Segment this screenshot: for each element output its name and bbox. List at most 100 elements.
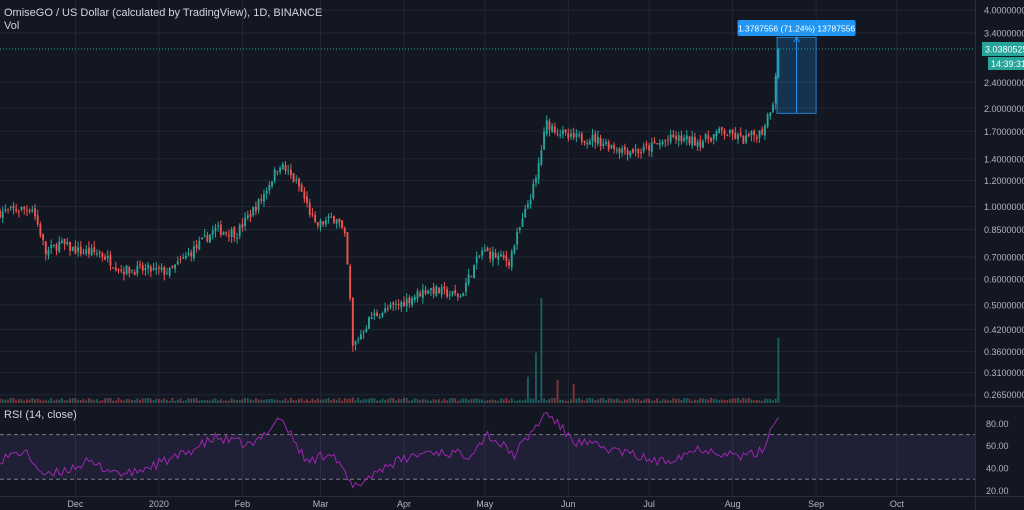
volume-bar (122, 400, 125, 403)
candle-body (413, 296, 416, 301)
candle-body (728, 129, 731, 133)
price-tick-label: 1.4000000 (984, 154, 1024, 164)
candle-body (370, 317, 373, 320)
candle-body (634, 149, 637, 151)
candle-body (424, 290, 427, 294)
volume-bar (260, 399, 263, 403)
measure-tool[interactable]: 1.3787556 (71.24%) 13787556 (737, 20, 856, 114)
candle-body (201, 237, 203, 240)
volume-bar (508, 400, 510, 403)
candle-body (397, 304, 400, 306)
volume-bar (710, 397, 712, 403)
volume-bar (233, 399, 236, 403)
volume-bar (403, 397, 405, 403)
candle-body (50, 245, 53, 249)
volume-bar (494, 399, 497, 403)
volume-bar (516, 400, 519, 403)
candle-body (559, 134, 562, 136)
candle-body (623, 146, 626, 151)
volume-bar (438, 399, 440, 403)
candle-body (279, 168, 282, 172)
volume-bar (462, 398, 465, 403)
candle-body (330, 216, 333, 218)
volume-bar (758, 400, 761, 403)
volume-bar (292, 399, 295, 403)
volume-bar (268, 399, 271, 403)
price-tick-label: 0.7000000 (984, 253, 1024, 263)
candle-body (489, 251, 492, 259)
candle-body (580, 133, 583, 142)
volume-bar (650, 400, 653, 403)
volume-bar (254, 398, 257, 403)
candle-body (526, 204, 529, 208)
price-tick-label: 0.2650000 (984, 390, 1024, 400)
candle-body (731, 129, 734, 135)
volume-bar (98, 400, 101, 403)
volume-bar (626, 399, 629, 403)
candle-body (114, 267, 117, 271)
candle-body (742, 135, 745, 144)
volume-bar (349, 398, 352, 403)
volume-bar (319, 399, 322, 403)
price-candles[interactable] (0, 47, 975, 352)
candle-body (206, 235, 209, 242)
candle-body (672, 134, 675, 138)
candle-body (591, 134, 594, 141)
candle-body (747, 133, 750, 137)
candle-body (362, 332, 365, 334)
candle-body (15, 209, 18, 212)
price-tick-label: 0.3100000 (984, 368, 1024, 378)
volume-bar (69, 398, 71, 403)
candle-body (446, 288, 449, 297)
volume-bar (497, 400, 500, 403)
volume-bar (265, 399, 268, 403)
candle-body (44, 241, 47, 254)
candle-body (667, 139, 669, 141)
candle-body (263, 193, 265, 202)
volume-bar (521, 400, 524, 403)
candle-body (556, 133, 559, 135)
candle-body (497, 255, 500, 260)
candle-body (7, 208, 10, 210)
volume-bar (273, 399, 276, 403)
volume-bar (300, 398, 303, 403)
price-axis[interactable]: 4.0000000 3.4000000 2.4000000 2.0000000 1.70… (982, 6, 1024, 496)
candle-body (300, 184, 303, 192)
candle-body (470, 276, 473, 278)
candle-body (28, 210, 31, 212)
time-axis[interactable]: Dec 2020 Feb Mar Apr May Jun Jul Aug Sep Oct (67, 499, 904, 509)
rsi-panel[interactable] (0, 411, 975, 489)
candle-body (761, 129, 764, 135)
volume-bar (631, 398, 634, 403)
candle-body (168, 267, 171, 276)
candle-body (661, 141, 664, 145)
volume-bar (44, 400, 47, 403)
time-tick-label: Feb (235, 499, 251, 509)
candle-body (163, 267, 166, 275)
candle-body (157, 267, 160, 269)
volume-bar (365, 399, 368, 403)
candle-body (734, 132, 737, 139)
volume-bar (351, 397, 354, 403)
candle-body (1, 211, 4, 219)
volume-bar (20, 399, 23, 403)
volume-bar (120, 399, 123, 403)
volume-bar (238, 399, 241, 403)
volume-bar (12, 398, 15, 403)
volume-bar (298, 398, 300, 403)
candle-body (411, 298, 414, 305)
candle-body (47, 249, 50, 256)
candle-body (319, 220, 322, 228)
volume-bar (443, 398, 446, 403)
candle-body (642, 146, 645, 152)
volume-bar (50, 398, 53, 403)
candle-body (629, 151, 632, 156)
candle-body (273, 169, 276, 181)
volume-bar (128, 399, 131, 403)
volume-bar (109, 398, 112, 403)
candle-body (664, 140, 667, 142)
volume-bar (664, 399, 667, 403)
volume-bar (225, 400, 228, 403)
volume-bar (90, 399, 93, 403)
